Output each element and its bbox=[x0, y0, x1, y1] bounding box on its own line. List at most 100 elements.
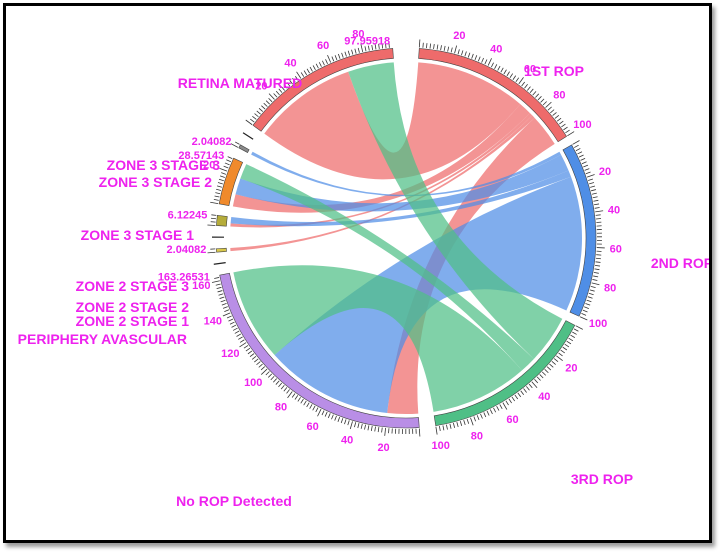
ticks-3rd-rop: 20 40 60 80 100 bbox=[431, 325, 583, 452]
tick-mark bbox=[218, 293, 224, 296]
tick-label: 60 bbox=[317, 40, 329, 52]
value-label-zone-2-stage-1: 2.04082 bbox=[167, 244, 207, 256]
ticks-2nd-rop: 20 40 60 80 100 bbox=[572, 140, 622, 330]
tick-mark bbox=[374, 426, 376, 432]
tick-mark bbox=[222, 306, 228, 309]
tick-mark bbox=[561, 123, 566, 128]
tick-mark bbox=[360, 44, 364, 53]
tick-label: 80 bbox=[352, 28, 364, 40]
tick-mark bbox=[327, 413, 331, 419]
tick-mark bbox=[250, 118, 255, 123]
tick-mark bbox=[268, 93, 275, 100]
tick-mark bbox=[275, 90, 280, 96]
tick-label: 60 bbox=[506, 414, 518, 426]
tick-mark bbox=[334, 55, 338, 61]
tick-mark bbox=[524, 84, 528, 89]
tick-mark bbox=[385, 43, 387, 49]
tick-mark bbox=[245, 119, 253, 126]
tick-mark bbox=[532, 91, 537, 96]
tick-mark bbox=[278, 88, 283, 93]
tick-mark bbox=[539, 374, 544, 379]
segment-stub-periphery-avascular bbox=[213, 262, 226, 265]
tick-mark bbox=[224, 309, 230, 312]
tick-mark bbox=[309, 66, 313, 72]
tick-mark bbox=[207, 224, 216, 226]
tick-mark bbox=[461, 50, 464, 56]
tick-mark bbox=[459, 421, 463, 427]
ribbon-1st-rop-to-zone-3-stage-1 bbox=[232, 104, 530, 213]
tick-mark bbox=[228, 318, 234, 322]
tick-mark bbox=[325, 59, 328, 65]
tick-mark bbox=[594, 203, 600, 206]
ticks-zone-2-stage-3 bbox=[207, 214, 217, 226]
tick-mark bbox=[232, 327, 238, 331]
tick-mark bbox=[486, 410, 490, 416]
tick-mark bbox=[306, 402, 310, 408]
tick-mark bbox=[550, 109, 555, 114]
ribbon-2nd-rop-to-zone-3-stage-2 bbox=[251, 151, 562, 197]
tick-mark bbox=[593, 272, 599, 274]
tick-mark bbox=[436, 44, 439, 50]
tick-mark bbox=[337, 416, 341, 422]
tick-mark bbox=[334, 415, 337, 421]
tick-mark bbox=[503, 69, 507, 75]
tick-mark bbox=[585, 171, 591, 175]
tick-mark bbox=[229, 321, 235, 325]
segment-zone-2-stage-3 bbox=[216, 214, 228, 227]
tick-mark bbox=[575, 148, 581, 152]
tick-label: 40 bbox=[341, 435, 353, 447]
tick-label: 100 bbox=[589, 318, 607, 330]
tick-mark bbox=[590, 189, 597, 192]
tick-mark bbox=[231, 324, 237, 328]
tick-mark bbox=[594, 268, 600, 271]
tick-mark bbox=[547, 106, 552, 111]
tick-mark bbox=[595, 257, 601, 260]
tick-mark bbox=[551, 361, 556, 365]
tick-mark bbox=[563, 126, 568, 131]
tick-label: 140 bbox=[204, 315, 222, 327]
tick-mark bbox=[496, 405, 500, 411]
tick-mark bbox=[283, 387, 288, 392]
tick-mark bbox=[453, 422, 456, 428]
ticks-zone-2-stage-1 bbox=[207, 248, 216, 254]
segment-label-zone-3-stage-1: ZONE 3 STAGE 1 bbox=[81, 227, 195, 243]
tick-mark bbox=[574, 144, 579, 148]
tick-mark bbox=[489, 409, 493, 415]
tick-mark bbox=[531, 381, 538, 388]
tick-label: 60 bbox=[610, 244, 622, 256]
tick-mark bbox=[595, 210, 604, 213]
tick-mark bbox=[347, 50, 351, 56]
tick-mark bbox=[463, 419, 466, 425]
tick-mark bbox=[347, 420, 350, 426]
tick-mark bbox=[287, 391, 293, 399]
tick-mark bbox=[480, 413, 483, 419]
tick-mark bbox=[534, 379, 539, 384]
tick-mark bbox=[312, 65, 316, 71]
tick-mark bbox=[337, 53, 341, 59]
tick-mark bbox=[442, 425, 445, 431]
tick-mark bbox=[322, 60, 325, 66]
tick-mark bbox=[590, 185, 596, 188]
tick-mark bbox=[514, 394, 519, 400]
tick-mark bbox=[570, 334, 575, 338]
ribbon-3rd-rop-to-no-rop-detected bbox=[233, 265, 522, 412]
tick-mark bbox=[590, 285, 596, 289]
tick-mark bbox=[216, 188, 222, 191]
tick-label: 40 bbox=[284, 58, 296, 70]
tick-mark bbox=[456, 422, 459, 428]
tick-mark bbox=[251, 355, 257, 360]
tick-mark bbox=[517, 392, 522, 398]
tick-mark bbox=[234, 330, 240, 334]
tick-mark bbox=[312, 405, 316, 411]
tick-mark bbox=[296, 71, 302, 79]
ribbon-2nd-rop-to-zone-3-stage-1 bbox=[235, 154, 569, 212]
tick-mark bbox=[306, 68, 310, 74]
tick-mark bbox=[289, 80, 293, 85]
segment-zone-3-stage-1 bbox=[218, 157, 244, 206]
tick-mark bbox=[435, 426, 438, 435]
tick-mark bbox=[499, 404, 503, 409]
tick-mark bbox=[443, 45, 446, 51]
tick-mark bbox=[331, 414, 334, 420]
tick-mark bbox=[245, 347, 251, 352]
tick-mark bbox=[292, 77, 296, 83]
